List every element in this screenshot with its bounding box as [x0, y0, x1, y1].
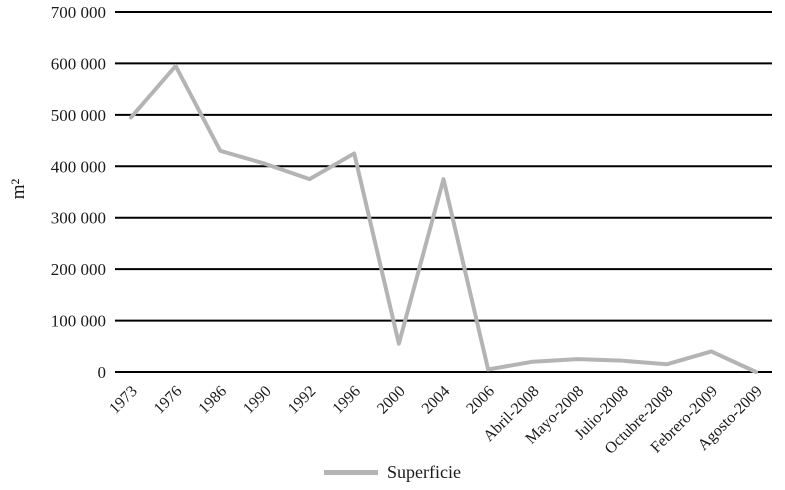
y-tick-label: 600 000	[51, 54, 106, 73]
x-tick-label: 2006	[463, 383, 498, 418]
x-tick-label: 2000	[374, 383, 409, 418]
series-line-superficie	[129, 64, 758, 374]
chart-plot: 0 100 000 200 000 300 000 400 000 500 000 600 …	[51, 3, 772, 456]
y-tick-label: 200 000	[51, 260, 106, 279]
x-tick-label: 1990	[240, 383, 275, 418]
legend: Superficie	[0, 458, 785, 486]
y-tick-label: 700 000	[51, 3, 106, 22]
y-tick-label: 0	[98, 363, 107, 382]
x-tick-label: 2004	[419, 383, 454, 418]
y-tick-label: 400 000	[51, 157, 106, 176]
y-tick-label: 100 000	[51, 312, 106, 331]
x-tick-label: 1996	[329, 383, 364, 418]
x-tick-label: 1976	[151, 383, 186, 418]
y-tick-label: 500 000	[51, 106, 106, 125]
x-tick-label: 1992	[285, 383, 320, 418]
legend-label: Superficie	[387, 461, 461, 482]
legend-line-swatch	[324, 469, 379, 475]
x-tick-label: 1986	[195, 383, 230, 418]
x-tick-label: 1973	[106, 383, 141, 418]
y-tick-label: 300 000	[51, 209, 106, 228]
